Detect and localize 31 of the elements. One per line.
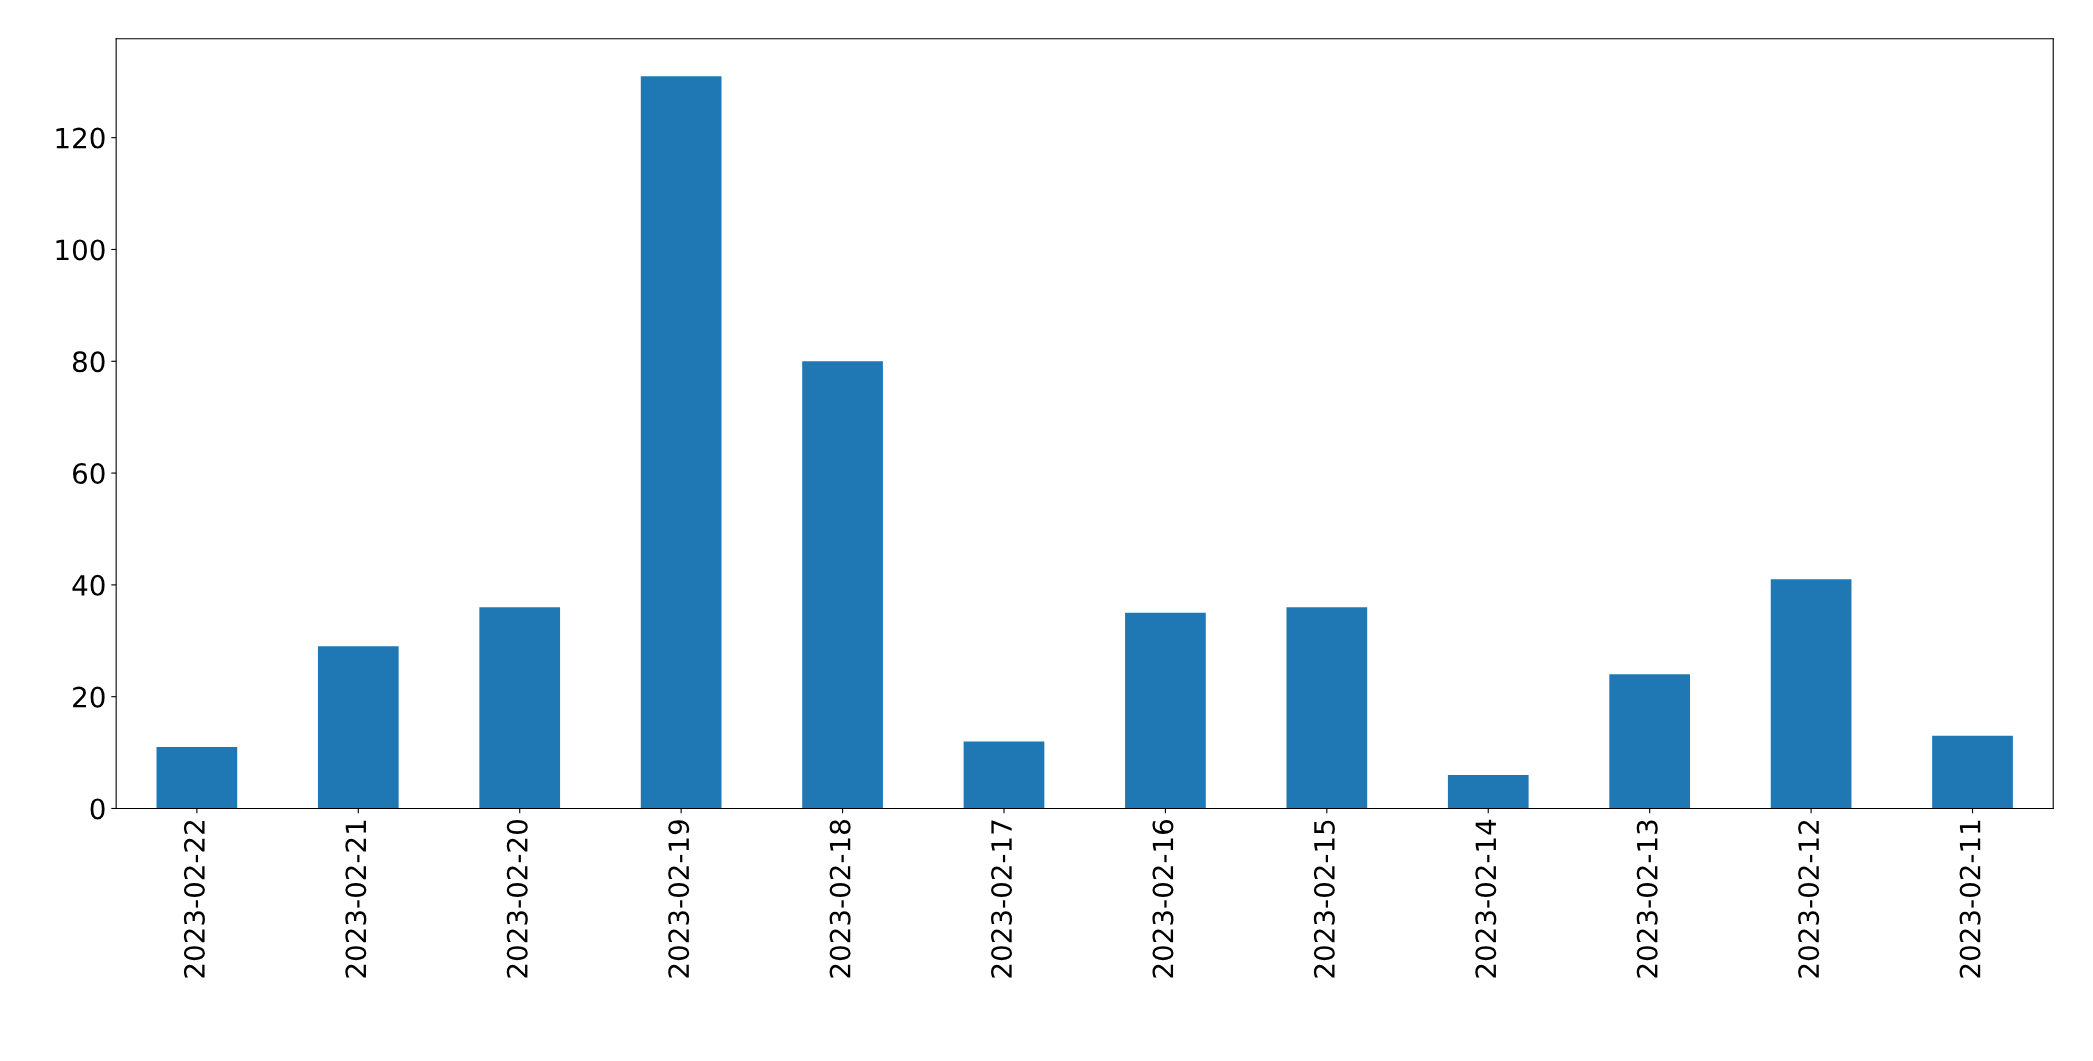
x-tick-label: 2023-02-12 xyxy=(1798,820,1820,978)
bar xyxy=(1770,579,1852,809)
x-tick-label: 2023-02-13 xyxy=(1636,820,1658,978)
y-tick-label: 0 xyxy=(90,798,105,820)
y-tick-label: 120 xyxy=(56,127,105,149)
x-tick-label: 2023-02-16 xyxy=(1152,819,1174,978)
bar xyxy=(479,607,561,809)
bar xyxy=(963,741,1045,809)
bar xyxy=(1286,607,1368,809)
bar xyxy=(1609,674,1691,809)
x-tick-label: 2023-02-19 xyxy=(668,820,690,978)
y-tick-label: 20 xyxy=(73,686,105,708)
bar xyxy=(1125,612,1206,809)
y-tick-label: 60 xyxy=(73,463,105,485)
bar xyxy=(317,646,399,809)
x-tick-label: 2023-02-14 xyxy=(1475,819,1497,978)
bar xyxy=(802,361,883,809)
y-tick-label: 100 xyxy=(56,239,105,261)
y-tick-label: 40 xyxy=(72,574,105,596)
bar xyxy=(1447,774,1529,809)
bar xyxy=(1932,735,2013,809)
x-tick-label: 2023-02-17 xyxy=(991,820,1013,978)
x-tick-label: 2023-02-22 xyxy=(183,820,205,978)
bar xyxy=(156,746,238,809)
y-tick-label: 80 xyxy=(72,351,105,373)
bar xyxy=(640,76,722,809)
x-tick-label: 2023-02-20 xyxy=(506,820,528,978)
x-tick-label: 2023-02-21 xyxy=(345,820,367,978)
x-tick-label: 2023-02-18 xyxy=(829,820,851,978)
x-tick-label: 2023-02-15 xyxy=(1313,820,1335,978)
x-tick-label: 2023-02-11 xyxy=(1959,820,1981,978)
